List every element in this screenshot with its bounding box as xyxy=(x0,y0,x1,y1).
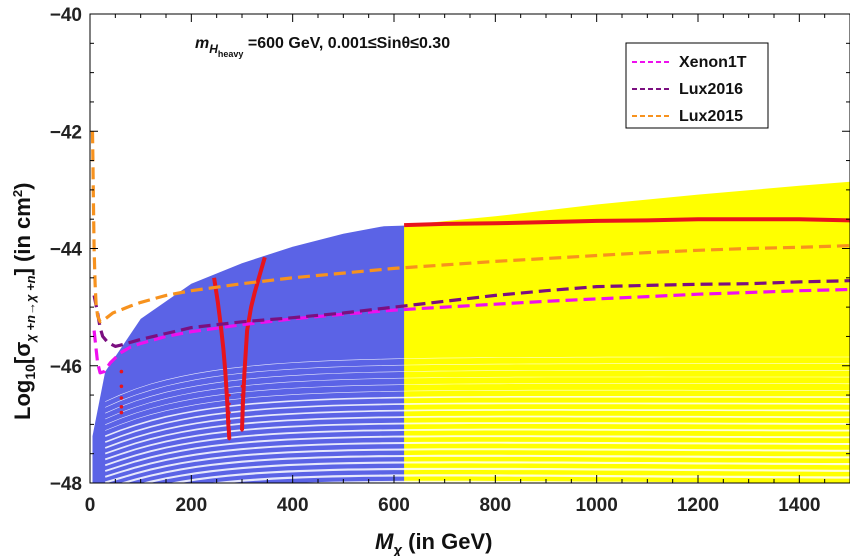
legend: Xenon1T Lux2016 Lux2015 xyxy=(625,42,769,129)
red-point-3-4 xyxy=(119,410,124,415)
red-point-3-0 xyxy=(119,369,124,374)
red-point-1-tail-5 xyxy=(227,393,231,397)
red-point-2-tail-5 xyxy=(240,384,244,388)
scan-band-gap-16 xyxy=(141,461,850,483)
red-scan-points xyxy=(119,217,850,441)
red-point-band-0 xyxy=(404,217,850,228)
scan-band-gap-17 xyxy=(168,467,850,483)
axes: 0 200 400 600 800 1000 1200 1400 −48 −46 −44 −42 −40 xyxy=(50,5,850,516)
plot-annotation: mHheavy =600 GeV, 0.001≤Sinθ≤0.30 xyxy=(195,35,450,59)
x-tick-label: 200 xyxy=(175,495,207,516)
scan-band-gap-21 xyxy=(105,495,850,523)
x-tick-label: 1400 xyxy=(778,495,820,516)
scan-band-gap-13 xyxy=(104,441,850,478)
exclusion-curves xyxy=(90,131,850,375)
red-point-1-tail-4 xyxy=(227,402,231,406)
red-point-1-tail-2 xyxy=(227,420,231,423)
legend-label-lux2015: Lux2015 xyxy=(679,108,743,125)
y-tick-label: −44 xyxy=(50,240,83,261)
x-tick-label: 400 xyxy=(277,495,309,516)
red-point-2-tail-1 xyxy=(240,420,244,423)
curve-lux2015 xyxy=(90,131,850,324)
scan-band-gap-20 xyxy=(105,488,850,517)
x-tick-label: 800 xyxy=(479,495,511,516)
scan-band-gap-0 xyxy=(105,356,850,402)
curve-xenon1t xyxy=(92,287,850,375)
red-point-2-tail-2 xyxy=(240,411,244,415)
y-tick-label: −46 xyxy=(50,357,82,378)
red-point-3-2 xyxy=(119,396,124,400)
scan-band-gap-4 xyxy=(105,383,850,425)
legend-label-xenon1t: Xenon1T xyxy=(679,54,747,71)
scan-band-gap-15 xyxy=(119,454,850,483)
scan-band-gap-3 xyxy=(105,376,850,420)
x-tick-label: 1000 xyxy=(576,495,618,516)
red-point-1-tail-1 xyxy=(227,428,231,432)
x-tick-label: 0 xyxy=(85,495,96,516)
y-tick-label: −40 xyxy=(50,5,82,26)
red-point-1-tail-0 xyxy=(227,437,231,441)
x-tick-label: 600 xyxy=(378,495,410,516)
y-axis-title: Log10[σχ +n→χ +n] (in cm2) xyxy=(10,183,38,420)
y-tick-label: −42 xyxy=(50,122,82,143)
scan-band-gap-22 xyxy=(105,501,850,528)
scan-band-gap-18 xyxy=(208,474,850,483)
x-tick-label: 1200 xyxy=(677,495,719,516)
curve-lux2016 xyxy=(92,279,850,348)
legend-box xyxy=(625,42,769,129)
red-point-band-2 xyxy=(240,256,267,431)
x-axis-title: Mχ (in GeV) xyxy=(375,529,492,556)
red-point-2-tail-0 xyxy=(240,428,244,432)
region-yellow xyxy=(404,181,850,483)
scan-band-gap-14 xyxy=(104,448,850,483)
scan-band-gap-1 xyxy=(105,363,850,408)
red-point-3-1 xyxy=(119,384,124,389)
red-point-band-1 xyxy=(212,277,232,440)
red-point-3-3 xyxy=(119,405,124,409)
scan-band-gap-19 xyxy=(292,480,839,483)
y-tick-label: −48 xyxy=(50,474,82,495)
legend-label-lux2016: Lux2016 xyxy=(679,81,743,98)
scan-band-gap-12 xyxy=(104,435,850,472)
red-point-1-tail-3 xyxy=(227,411,231,414)
red-point-2-tail-3 xyxy=(240,402,244,406)
scan-band-gap-5 xyxy=(105,389,850,431)
red-point-2-tail-4 xyxy=(240,393,244,397)
scan-band-gap-2 xyxy=(105,369,850,414)
